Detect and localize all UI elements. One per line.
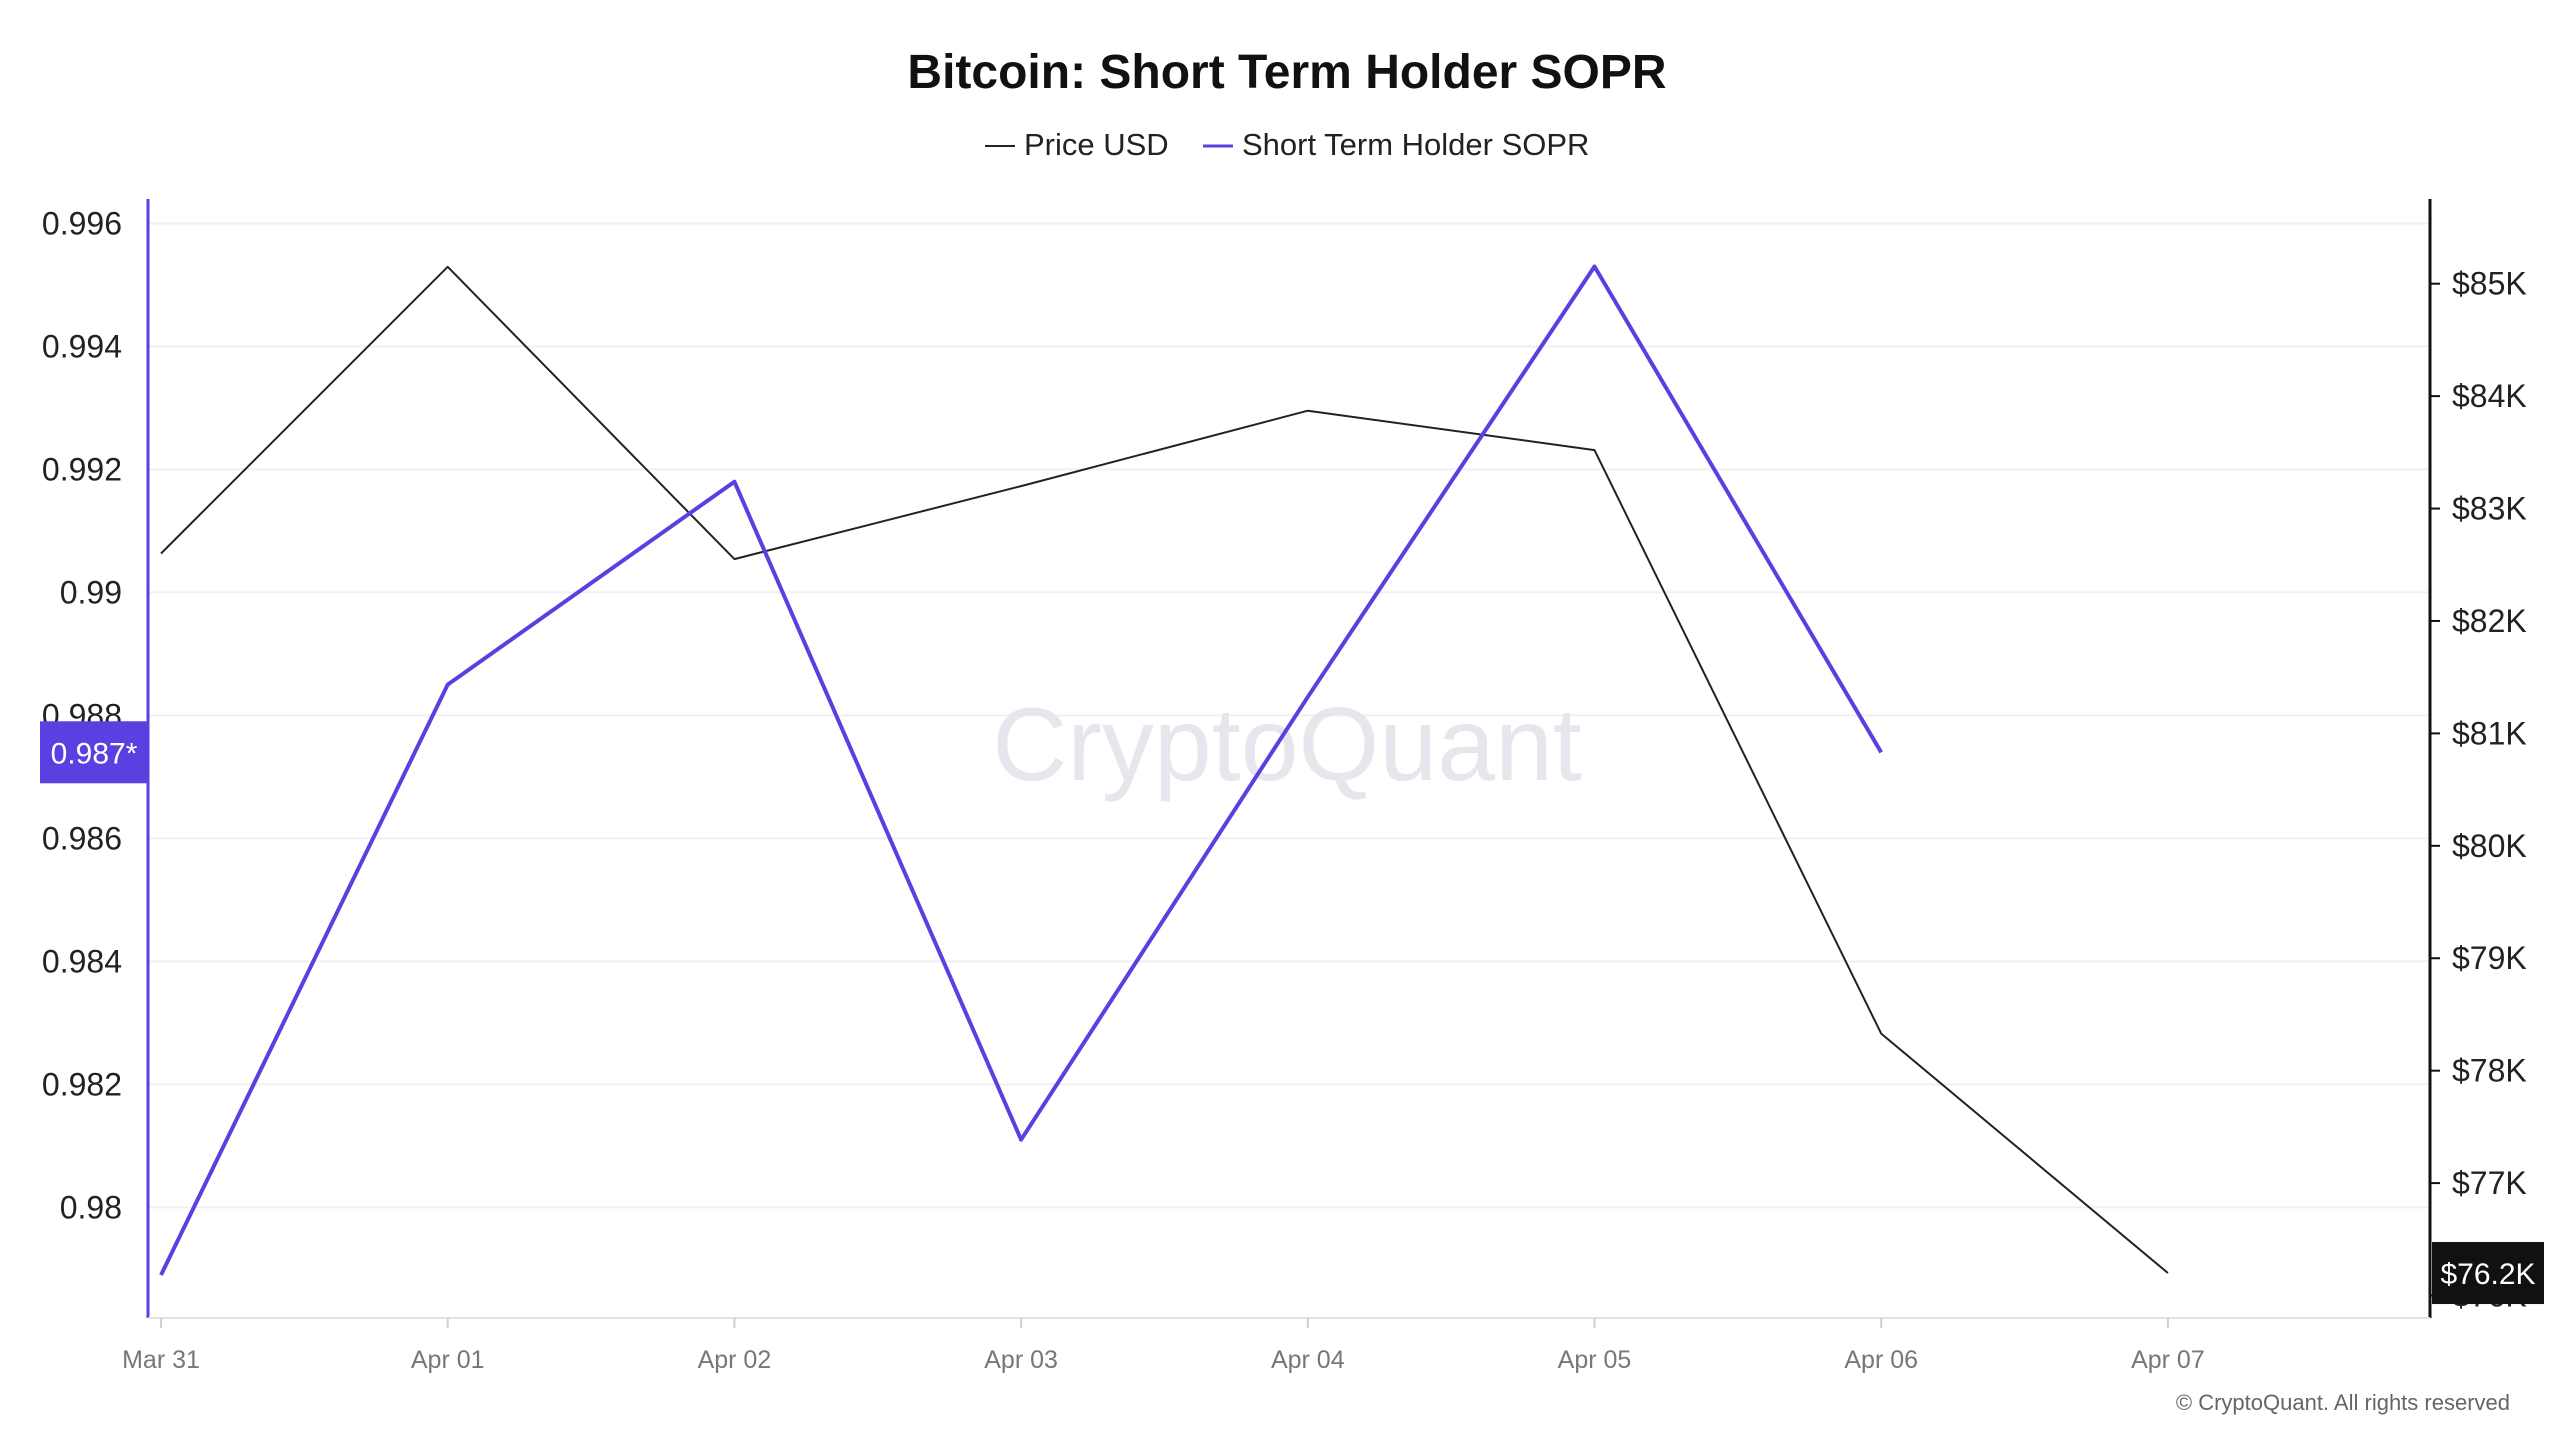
right-tick-label: $84K	[2452, 378, 2527, 414]
right-tick-label: $78K	[2452, 1053, 2527, 1089]
right-tick-label: $82K	[2452, 603, 2527, 639]
x-tick-label: Apr 03	[984, 1346, 1058, 1374]
sopr-line[interactable]	[159, 264, 1883, 1276]
right-tick-label: $81K	[2452, 715, 2527, 751]
legend-label-price[interactable]: Price USD	[1024, 127, 1169, 162]
price-current-badge	[2432, 1242, 2544, 1305]
legend-label-sopr[interactable]: Short Term Holder SOPR	[1242, 127, 1589, 162]
x-tick-label: Apr 05	[1558, 1346, 1632, 1374]
x-tick-label: Mar 31	[122, 1346, 200, 1374]
price-current-value: $76.2K	[2440, 1258, 2535, 1291]
legend: Price USD Short Term Holder SOPR	[985, 127, 1589, 162]
left-tick-label: 0.982	[42, 1066, 122, 1102]
x-tick-label: Apr 02	[698, 1346, 772, 1374]
x-tick-label: Apr 07	[2131, 1346, 2205, 1374]
grid	[148, 222, 2430, 1209]
copyright: © CryptoQuant. All rights reserved	[2176, 1390, 2510, 1415]
left-tick-label: 0.984	[42, 943, 122, 979]
left-tick-label: 0.98	[60, 1189, 122, 1225]
axis-labels: Mar 31 Apr 01 Apr 02 Apr 03 Apr 04 Apr 05 Apr …	[42, 205, 2527, 1374]
left-tick-label: 0.99	[60, 574, 122, 610]
current-value-badges: 0.987* $76.2K	[40, 721, 2544, 1305]
sopr-current-badge	[40, 721, 148, 784]
x-tick-label: Apr 04	[1271, 1346, 1345, 1374]
right-tick-label: $85K	[2452, 266, 2527, 302]
right-tick-label: $79K	[2452, 940, 2527, 976]
left-tick-label: 0.994	[42, 328, 122, 364]
price-usd-line[interactable]	[160, 265, 2169, 1274]
right-tick-label: $77K	[2452, 1165, 2527, 1201]
watermark: CryptoQuant	[992, 687, 1582, 803]
chart-title: Bitcoin: Short Term Holder SOPR	[907, 46, 1666, 99]
right-tick-label: $80K	[2452, 828, 2527, 864]
x-tick-label: Apr 01	[411, 1346, 485, 1374]
series	[159, 264, 2169, 1276]
left-tick-label: 0.996	[42, 205, 122, 241]
x-tick-label: Apr 06	[1844, 1346, 1918, 1374]
sopr-current-value: 0.987*	[51, 737, 138, 770]
right-tick-label: $83K	[2452, 491, 2527, 527]
left-tick-label: 0.986	[42, 820, 122, 856]
left-tick-label: 0.992	[42, 451, 122, 487]
